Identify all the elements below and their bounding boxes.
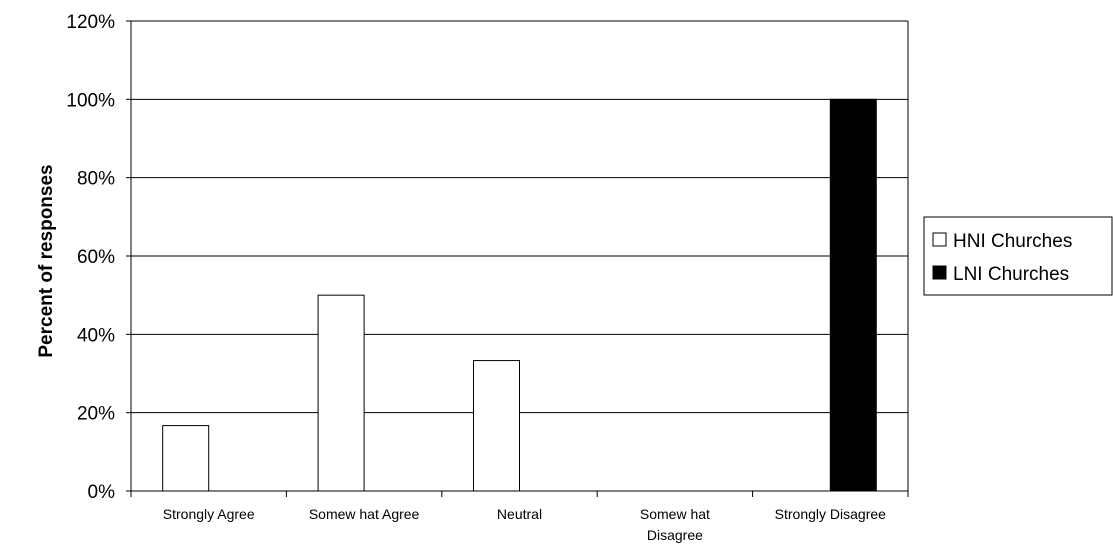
legend: HNI Churches LNI Churches <box>923 216 1113 296</box>
bar-hni-churches-0 <box>162 425 210 492</box>
x-category-label-0: Strongly Agree <box>163 506 255 522</box>
x-category-label-3: Somew hat Disagree <box>640 506 710 543</box>
bar-hni-churches-2 <box>473 360 520 492</box>
x-category-labels: Strongly Agree Somew hat Agree Neutral Some… <box>163 506 886 543</box>
legend-swatch-0 <box>932 232 947 247</box>
y-tick-label-3: 60% <box>77 247 115 268</box>
y-tick-labels: 0% 20% 40% 60% 80% 100% 120% <box>66 12 115 503</box>
y-tick-label-6: 120% <box>66 12 115 33</box>
bar-hni-churches-1 <box>317 294 365 492</box>
x-category-label-4: Strongly Disagree <box>775 506 886 522</box>
legend-swatch-1 <box>932 265 947 280</box>
y-axis-title: Percent of responses <box>36 164 57 357</box>
y-tick-label-0: 0% <box>88 482 116 503</box>
bars <box>162 98 877 492</box>
legend-label-1: LNI Churches <box>953 264 1069 285</box>
legend-label-0: HNI Churches <box>953 231 1072 252</box>
x-category-label-1: Somew hat Agree <box>309 506 420 522</box>
y-tick-label-5: 100% <box>66 90 115 111</box>
y-tick-label-1: 20% <box>77 404 115 425</box>
y-tick-label-4: 80% <box>77 169 115 190</box>
x-category-label-2: Neutral <box>497 506 542 522</box>
y-tick-label-2: 40% <box>77 325 115 346</box>
legend-box <box>923 216 1113 296</box>
gridlines <box>131 20 908 414</box>
bar-lni-churches-4 <box>829 98 877 492</box>
